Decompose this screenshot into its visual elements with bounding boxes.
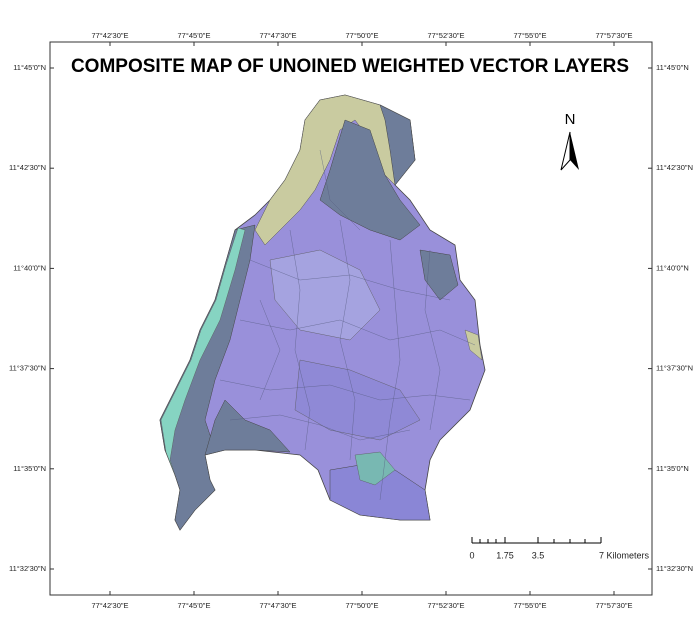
study-area [159,94,486,531]
lon-label: 77°55'0"E [514,31,547,40]
zone-dark [159,224,256,531]
lon-label: 77°57'30"E [595,31,632,40]
lat-label: 11°40'0"N [656,263,689,272]
zone-dark [379,104,416,186]
scale-label: 3.5 [532,550,545,560]
scale-label: 1.75 [496,550,514,560]
zone-light [269,249,381,341]
parcel-lines [219,149,476,501]
scale-bar: 0 1.75 3.5 7 Kilometers [469,537,650,560]
lon-label: 77°57'30"E [595,601,632,610]
scale-ticks [471,537,602,543]
lon-label: 77°47'30"E [259,31,296,40]
scale-label: 0 [469,550,474,560]
map-title: COMPOSITE MAP OF UNOINED WEIGHTED VECTOR… [71,56,629,77]
lon-label: 77°52'30"E [427,31,464,40]
lon-label: 77°50'0"E [346,31,379,40]
lon-label: 77°42'30"E [91,601,128,610]
zone-dark [319,119,421,241]
lat-label: 11°35'0"N [13,464,46,473]
lat-label: 11°37'30"N [656,364,693,373]
zone-dark [419,249,459,301]
scale-label: 7 Kilometers [599,550,650,560]
zone-teal [160,227,246,479]
north-label: N [565,111,576,128]
lon-label: 77°47'30"E [259,601,296,610]
lat-label: 11°45'0"N [13,63,46,72]
lat-label: 11°32'30"N [9,564,46,573]
lat-label: 11°35'0"N [656,464,689,473]
graticule-ticks: 77°42'30"E 77°42'30"E 77°45'0"E 77°45'0"E 77… [9,31,693,610]
north-arrow-right [570,132,579,170]
lat-label: 11°32'30"N [656,564,693,573]
lon-label: 77°45'0"E [178,31,211,40]
zone-khaki [464,329,483,361]
zone-dark [204,399,291,456]
lat-label: 11°40'0"N [13,263,46,272]
lat-label: 11°37'30"N [9,364,46,373]
lat-label: 11°42'30"N [9,163,46,172]
lat-label: 11°45'0"N [656,63,689,72]
lon-label: 77°42'30"E [91,31,128,40]
lon-label: 77°55'0"E [514,601,547,610]
lon-label: 77°50'0"E [346,601,379,610]
lon-label: 77°52'30"E [427,601,464,610]
zone-purple [294,359,421,441]
lon-label: 77°45'0"E [178,601,211,610]
north-arrow: N [560,111,579,171]
lat-label: 11°42'30"N [656,163,693,172]
